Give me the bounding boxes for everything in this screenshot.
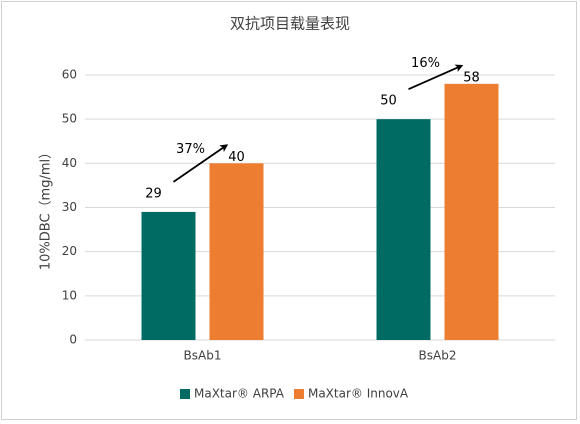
arrow <box>408 64 464 90</box>
y-tick-label: 20 <box>62 244 77 258</box>
bar <box>141 211 196 340</box>
legend-label: MaXtar® InnovA <box>308 387 409 401</box>
y-tick-label: 10 <box>62 288 77 302</box>
legend-swatch <box>293 389 304 399</box>
annotation: 37% <box>176 142 205 157</box>
value-label: 58 <box>463 70 480 85</box>
bar <box>209 163 264 340</box>
x-tick-label: BsAb1 <box>184 349 222 363</box>
value-label: 50 <box>380 94 397 109</box>
legend-swatch <box>180 389 190 399</box>
arrow <box>172 144 229 183</box>
y-axis-label: 10%DBC（mg/ml） <box>39 146 54 270</box>
chart-title: 双抗项目载量表现 <box>230 15 350 33</box>
y-tick-label: 40 <box>62 156 77 170</box>
y-tick-label: 60 <box>62 68 77 82</box>
annotation: 16% <box>411 56 440 71</box>
bar <box>444 83 499 340</box>
legend-label: MaXtar® ARPA <box>194 387 285 401</box>
y-tick-label: 0 <box>69 333 77 347</box>
x-tick-label: BsAb2 <box>419 349 457 363</box>
y-tick-label: 50 <box>62 112 77 126</box>
value-label: 29 <box>145 186 162 201</box>
value-label: 40 <box>228 150 245 165</box>
bar <box>376 119 431 341</box>
y-tick-label: 30 <box>62 200 77 214</box>
